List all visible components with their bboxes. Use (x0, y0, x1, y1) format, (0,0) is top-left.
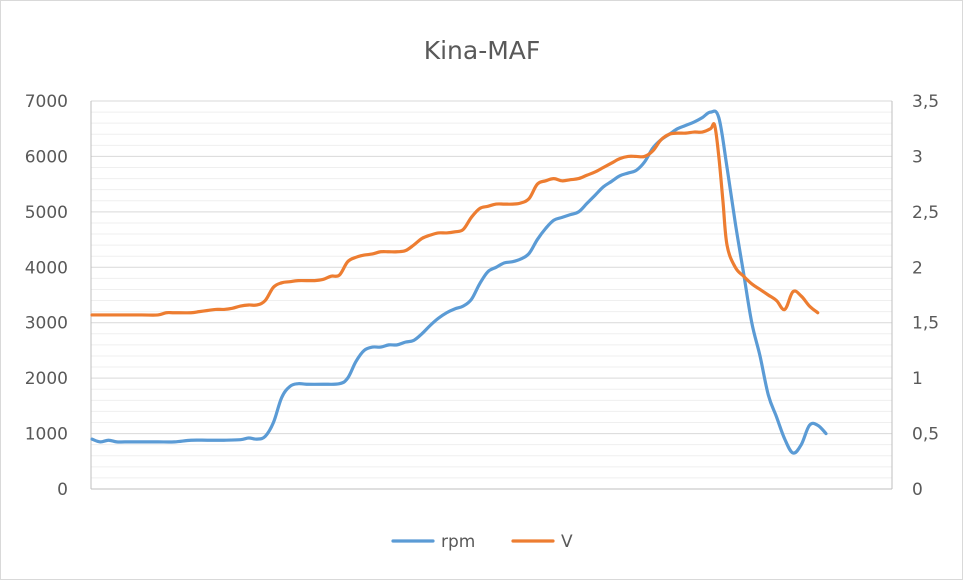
major-gridlines (91, 100, 892, 435)
right-tick-label: 2,5 (912, 203, 939, 223)
right-axis-tick-labels: 0 0,5 1 1,5 2 2,5 3 3,5 (912, 92, 939, 500)
chart-title: Kina-MAF (424, 36, 541, 65)
left-tick-label: 0 (57, 480, 68, 500)
left-tick-label: 1000 (25, 425, 68, 445)
right-tick-label: 2 (912, 258, 923, 278)
series-layer (90, 109, 828, 455)
minor-gridlines (91, 111, 892, 479)
legend: rpm V (391, 532, 573, 552)
right-tick-label: 3 (912, 147, 923, 167)
legend-rpm-label: rpm (441, 532, 475, 552)
left-tick-label: 4000 (25, 258, 68, 278)
legend-v-label: V (561, 532, 573, 552)
right-tick-label: 0 (912, 480, 923, 500)
series-line-rpm (90, 109, 828, 455)
right-tick-label: 3,5 (912, 92, 939, 112)
series-line-v (90, 122, 820, 317)
left-tick-label: 2000 (25, 369, 68, 389)
left-tick-label: 7000 (25, 92, 68, 112)
left-axis-tick-labels: 0 1000 2000 3000 4000 5000 6000 7000 (25, 92, 68, 500)
left-tick-label: 3000 (25, 314, 68, 334)
left-tick-label: 5000 (25, 203, 68, 223)
left-tick-label: 6000 (25, 147, 68, 167)
right-tick-label: 1 (912, 369, 923, 389)
right-tick-label: 0,5 (912, 425, 939, 445)
right-tick-label: 1,5 (912, 314, 939, 334)
